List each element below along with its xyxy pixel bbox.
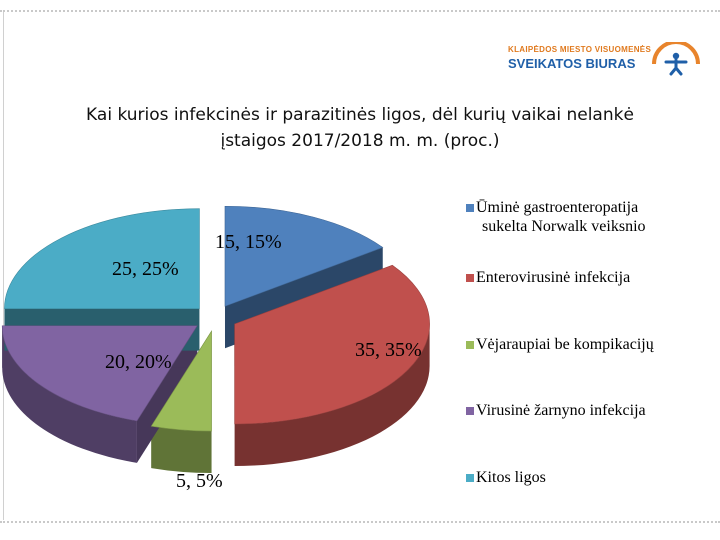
pie-data-label: 15, 15% <box>215 231 282 253</box>
pie-data-label: 25, 25% <box>112 258 179 280</box>
legend-label: Virusinė žarnyno infekcija <box>476 402 646 419</box>
legend-swatch <box>466 274 474 282</box>
legend-label: Kitos ligos <box>476 469 546 486</box>
pie-slice-0 <box>224 205 384 307</box>
pie-slice-side <box>2 325 137 463</box>
bottom-divider <box>0 521 720 523</box>
pie-data-label: 20, 20% <box>105 351 172 373</box>
chart-title-line-2: įstaigos 2017/2018 m. m. (proc.) <box>220 131 500 151</box>
pie-slice-4 <box>4 208 200 309</box>
pie-labels: 15, 15% 35, 35% 5, 5% 20, 20% 25, 25% <box>105 231 422 492</box>
pie-slice-side <box>234 323 430 466</box>
pie-slice-3 <box>1 325 198 422</box>
chart-title-line-1: Kai kurios infekcinės ir parazitinės lig… <box>86 105 634 125</box>
organization-logo: KLAIPĖDOS MIESTO VISUOMENĖS SVEIKATOS BI… <box>508 42 708 76</box>
legend-swatch <box>466 474 474 482</box>
legend-label: Enterovirusinė infekcija <box>476 269 631 286</box>
legend-label: Vėjaraupiai be kompikacijų <box>476 336 654 353</box>
logo-line-2: SVEIKATOS BIURAS <box>508 56 636 71</box>
legend-swatch <box>466 407 474 415</box>
pie-slice-2 <box>150 330 212 432</box>
top-divider <box>0 10 720 12</box>
legend-swatch <box>466 341 474 349</box>
pie-slice-side <box>151 426 212 474</box>
pie-slice-1 <box>234 264 430 425</box>
pie-tops <box>1 205 430 432</box>
logo-line-1: KLAIPĖDOS MIESTO VISUOMENĖS <box>508 45 652 54</box>
legend-swatch <box>466 204 474 212</box>
pie-data-label: 5, 5% <box>176 470 223 492</box>
left-border <box>3 12 4 520</box>
chart-title: Kai kurios infekcinės ir parazitinės lig… <box>20 102 700 154</box>
person-figure-icon <box>652 42 700 76</box>
legend-label: Ūminė gastroenteropatija sukelta Norwalk … <box>476 199 646 235</box>
pie-data-label: 35, 35% <box>355 339 422 361</box>
